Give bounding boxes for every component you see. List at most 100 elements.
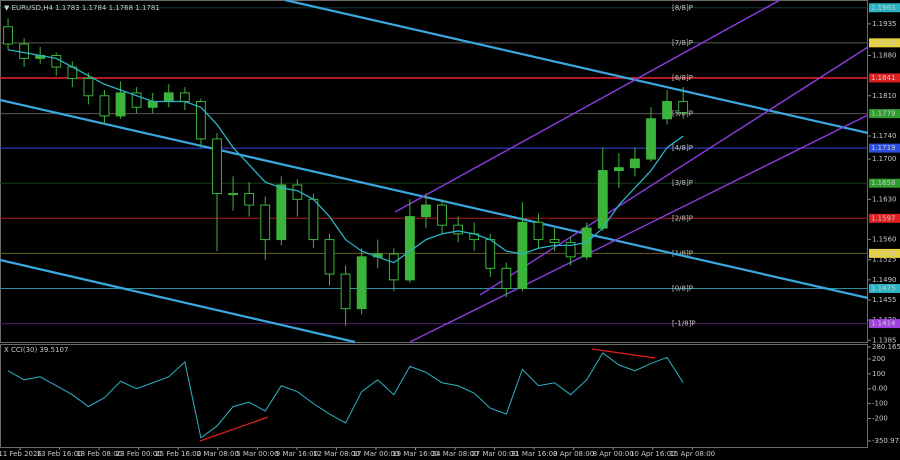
x-tick-label: 23 Feb 00:00 [116,450,162,458]
x-tick-label: 11 Feb 2026 [0,450,42,458]
candle-body [678,101,689,113]
divergence [199,348,656,442]
candle-body [388,253,399,281]
price-box [869,213,900,223]
price-box [869,178,900,188]
y-tick-label: 1.1810 [872,92,897,100]
price-box-label: 1.1719 [871,144,896,152]
candle-body [196,101,206,140]
channel-line [409,114,869,343]
indicator-tick-label: 100 [872,370,885,378]
candle-body [276,184,287,241]
price-box-label: 1.1963 [871,4,896,12]
x-tick-label: 31 Mar 16:00 [511,450,558,458]
y-tick-label: 1.1455 [872,296,897,304]
candle-body [147,101,158,108]
candle-body [597,170,608,229]
levels: [8/8]P [7/8]P [6/8]P [5/8]P [4/8]P [3/8]P [2/8… [0,4,868,328]
y-tick-label: 1.1525 [872,256,897,264]
candle-body [485,239,496,269]
candle-body [212,138,222,195]
price-box [869,283,900,293]
candle-body [437,204,447,226]
price-box-label: 1.1658 [871,179,896,187]
price-box-label: 1.1414 [871,320,896,328]
price-box-label: 1.1779 [871,110,896,118]
y-tick-label: 1.1740 [872,132,897,140]
price-box-label: 1.1902 [871,39,896,47]
level-name: [8/8]P [672,4,693,12]
candle-body [99,95,110,117]
indicator-tick-label: -200 [872,415,888,423]
y-tick-label: 1.1880 [872,52,897,60]
level-name: [-1/8]P [672,320,695,328]
candle-body [565,241,576,258]
x-tick-label: 17 Mar 00:00 [353,450,400,458]
price-box-label: 1.1536 [871,249,896,257]
divergence-line [591,348,656,359]
candle-body [131,92,142,108]
candle-body [3,26,13,45]
channel-line [479,46,869,296]
x-tick-label: 3 Apr 08:00 [553,450,594,458]
price-box [869,109,900,119]
y-tick-label: 1.1935 [872,20,897,28]
moving-average [7,49,684,264]
candle-body [356,256,367,310]
indicator-tick-label: -100 [872,400,888,408]
indicator-tick-label: 0.00 [872,385,888,393]
candle-body [115,92,126,117]
candle-body [308,198,319,241]
price-box-label: 1.1475 [871,284,896,292]
channel-line [284,0,869,135]
level-name: [4/8]P [672,144,693,152]
chart-title: ▼ EURUSD,H4 1.1783 1.1784 1.1768 1.1781 [4,4,160,12]
x-tick-label: 2 Mar 08:00 [197,450,239,458]
candle-body [83,78,94,97]
y-tick-label: 1.1700 [872,155,897,163]
y-tick-label: 1.1630 [872,195,897,203]
regression-channel [394,0,869,343]
price-box [869,248,900,258]
level-name: [1/8]P [672,249,693,257]
channel-line [0,258,356,344]
candle-body [501,267,512,289]
x-tick-label: 9 Mar 16:00 [276,450,318,458]
indicator-tick-label: -350.973 [872,437,900,445]
x-tick-label: 19 Mar 16:00 [392,450,439,458]
x-tick-label: 24 Mar 08:00 [432,450,479,458]
indicator-tick-label: 280.1656 [872,343,900,351]
x-tick-label: 10 Apr 16:00 [630,450,676,458]
price-box [869,3,900,13]
indicator-panel-frame [0,344,868,448]
level-name: [5/8]P [672,110,693,118]
indicator-title: X CCI(30) 39.5107 [4,346,68,354]
price-box [869,319,900,329]
indicator-tick-label: 200 [872,355,885,363]
y-tick-label: 1.1490 [872,276,897,284]
x-tick-label: 12 Mar 08:00 [313,450,360,458]
candle-body [228,193,238,196]
candle-body [340,273,351,310]
channel-line [394,0,781,213]
x-tick-label: 15 Apr 08:00 [669,450,715,458]
x-tick-label: 8 Apr 00:00 [593,450,634,458]
candle-body [453,224,464,235]
x-tick-label: 13 Feb 16:00 [37,450,83,458]
x-tick-label: 27 Mar 00:00 [471,450,518,458]
x-tick-label: 5 Mar 00:00 [236,450,278,458]
price-box-label: 1.1597 [871,214,896,222]
channel-line [0,98,869,300]
y-tick-label: 1.1385 [872,336,897,344]
plot [3,18,689,326]
candle-body [517,221,528,289]
level-name: [2/8]P [672,214,693,222]
candle-body [292,184,303,200]
y-tick-label: 1.1560 [872,236,897,244]
level-name: [0/8]P [672,284,693,292]
price-box [869,38,900,48]
candle-body [244,193,255,206]
candle-body [179,92,190,103]
candle-body [549,239,560,243]
